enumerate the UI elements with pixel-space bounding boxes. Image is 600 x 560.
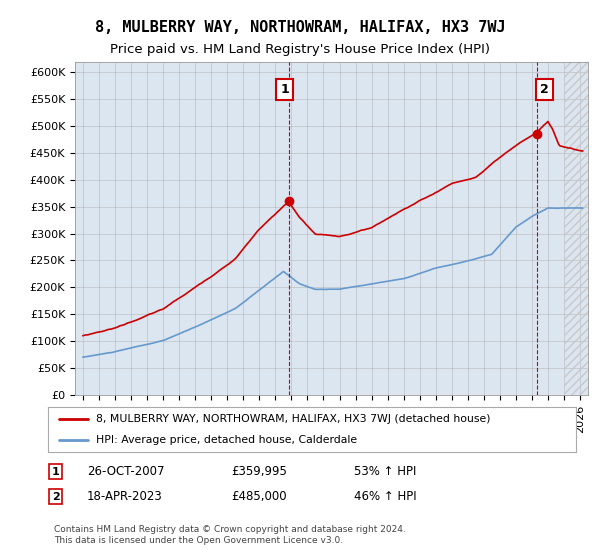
Text: HPI: Average price, detached house, Calderdale: HPI: Average price, detached house, Cald… [95, 435, 356, 445]
Text: Contains HM Land Registry data © Crown copyright and database right 2024.
This d: Contains HM Land Registry data © Crown c… [54, 525, 406, 545]
Bar [564, 62, 588, 395]
Text: 26-OCT-2007: 26-OCT-2007 [87, 465, 164, 478]
Text: 8, MULBERRY WAY, NORTHOWRAM, HALIFAX, HX3 7WJ (detached house): 8, MULBERRY WAY, NORTHOWRAM, HALIFAX, HX… [95, 414, 490, 424]
Text: 1: 1 [280, 83, 289, 96]
Text: 18-APR-2023: 18-APR-2023 [87, 490, 163, 503]
Text: 2: 2 [540, 83, 549, 96]
Text: 53% ↑ HPI: 53% ↑ HPI [354, 465, 416, 478]
Text: 1: 1 [52, 466, 59, 477]
Text: £485,000: £485,000 [231, 490, 287, 503]
Text: £359,995: £359,995 [231, 465, 287, 478]
Text: 2: 2 [52, 492, 59, 502]
Text: 8, MULBERRY WAY, NORTHOWRAM, HALIFAX, HX3 7WJ: 8, MULBERRY WAY, NORTHOWRAM, HALIFAX, HX… [95, 20, 505, 35]
Text: 46% ↑ HPI: 46% ↑ HPI [354, 490, 416, 503]
Text: Price paid vs. HM Land Registry's House Price Index (HPI): Price paid vs. HM Land Registry's House … [110, 43, 490, 56]
